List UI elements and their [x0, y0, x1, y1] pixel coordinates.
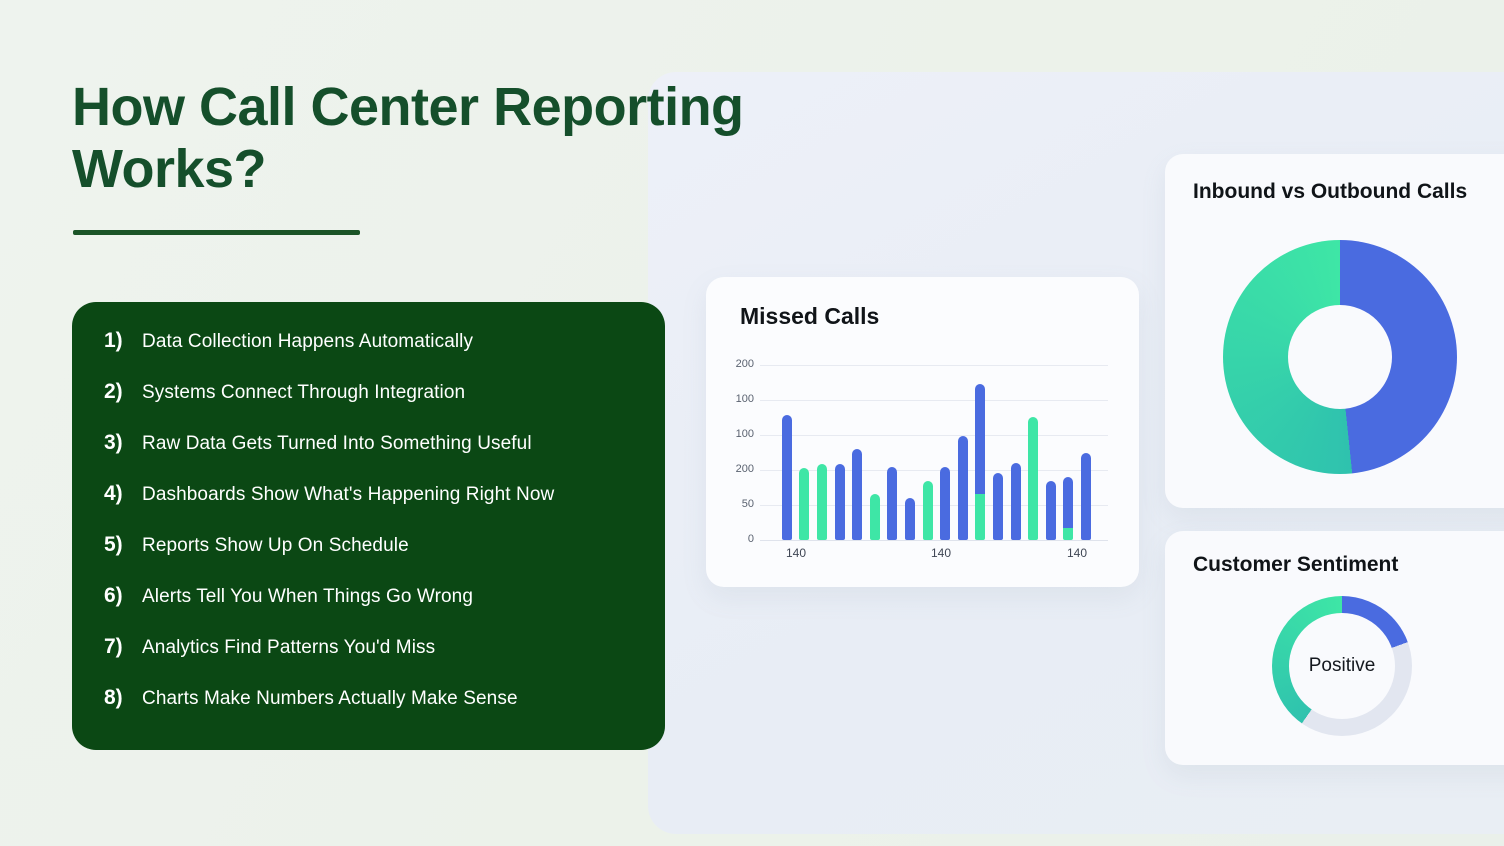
y-tick-label: 0: [747, 533, 754, 545]
y-tick-label: 50: [741, 498, 754, 510]
bar-segment-green: [816, 464, 827, 540]
bar: [869, 493, 880, 540]
bar: [1080, 453, 1091, 540]
step-number: 5): [104, 533, 123, 556]
gridline: [760, 505, 1108, 506]
bar-segment-green: [799, 467, 810, 540]
inbound-outbound-title: Inbound vs Outbound Calls: [1193, 180, 1468, 203]
step-number: 7): [104, 635, 123, 658]
inbound-outbound-card: Inbound vs Outbound Calls: [1165, 154, 1504, 508]
bar-segment-green: [1063, 528, 1074, 540]
step-item-5: 5) Reports Show Up On Schedule: [104, 533, 645, 584]
y-tick-label: 200: [735, 358, 754, 370]
page-title-line1: How Call Center Reporting: [72, 77, 744, 137]
bar: [975, 383, 986, 540]
bar-segment-blue: [887, 467, 898, 540]
gridline: [760, 365, 1108, 366]
bar: [852, 449, 863, 540]
bar-segment-green: [975, 493, 986, 540]
bar: [781, 414, 792, 540]
bar: [834, 464, 845, 540]
step-number: 8): [104, 686, 123, 709]
x-tick-label: 140: [785, 546, 807, 560]
step-number: 2): [104, 380, 123, 403]
step-label: Reports Show Up On Schedule: [142, 535, 409, 556]
missed-calls-card: Missed Calls 200 100 100 200 50 0 140 140 140: [706, 277, 1139, 587]
x-tick-label: 140: [1066, 546, 1088, 560]
customer-sentiment-title: Customer Sentiment: [1193, 553, 1399, 576]
gridline: [760, 435, 1108, 436]
bar-segment-green: [869, 493, 880, 540]
step-number: 6): [104, 584, 123, 607]
bar: [799, 467, 810, 540]
gridline: [760, 400, 1108, 401]
y-tick-label: 100: [735, 393, 754, 405]
bar: [1010, 463, 1021, 540]
step-label: Alerts Tell You When Things Go Wrong: [142, 586, 474, 607]
bar: [922, 481, 933, 540]
missed-calls-title: Missed Calls: [740, 303, 880, 329]
bar-segment-blue: [992, 472, 1003, 540]
page-title: How Call Center Reporting Works?: [72, 76, 744, 200]
customer-sentiment-card: Customer Sentiment Positive: [1165, 531, 1504, 765]
bar-segment-blue: [957, 435, 968, 540]
step-item-7: 7) Analytics Find Patterns You'd Miss: [104, 635, 645, 686]
bar-segment-blue: [1080, 453, 1091, 540]
bar: [1063, 477, 1074, 540]
step-number: 3): [104, 431, 123, 454]
inbound-outbound-donut-hole: [1288, 305, 1392, 409]
x-tick-label: 140: [930, 546, 952, 560]
gridline: [760, 540, 1108, 541]
bar-segment-blue: [1010, 463, 1021, 540]
bar-segment-blue: [834, 464, 845, 540]
step-item-3: 3) Raw Data Gets Turned Into Something U…: [104, 431, 645, 482]
sentiment-ring-hole: Positive: [1289, 613, 1395, 719]
y-tick-label: 200: [735, 463, 754, 475]
sentiment-center-label: Positive: [1308, 655, 1376, 676]
bar: [816, 464, 827, 540]
bar-segment-green: [922, 481, 933, 540]
step-item-6: 6) Alerts Tell You When Things Go Wrong: [104, 584, 645, 635]
y-tick-label: 100: [735, 428, 754, 440]
missed-calls-plot: [760, 365, 1108, 541]
step-label: Analytics Find Patterns You'd Miss: [142, 637, 436, 658]
step-label: Systems Connect Through Integration: [142, 382, 466, 403]
bar-segment-blue: [904, 498, 915, 540]
step-item-4: 4) Dashboards Show What's Happening Righ…: [104, 482, 645, 533]
bar-segment-blue: [1045, 481, 1056, 540]
bar: [940, 467, 951, 540]
bar: [992, 472, 1003, 540]
bar: [904, 498, 915, 540]
step-item-1: 1) Data Collection Happens Automatically: [104, 329, 645, 380]
step-label: Data Collection Happens Automatically: [142, 331, 474, 352]
step-number: 1): [104, 329, 123, 352]
bar: [1028, 416, 1039, 540]
step-label: Raw Data Gets Turned Into Something Usef…: [142, 433, 532, 454]
gridline: [760, 470, 1108, 471]
bar: [1045, 481, 1056, 540]
page-title-line2: Works?: [72, 139, 267, 199]
bar-segment-green: [1028, 416, 1039, 540]
bar-segment-blue: [940, 467, 951, 540]
step-number: 4): [104, 482, 123, 505]
bar-segment-blue: [975, 383, 986, 494]
title-underline: [73, 230, 360, 235]
bar: [887, 467, 898, 540]
bar-segment-blue: [852, 449, 863, 540]
bar-segment-blue: [781, 414, 792, 540]
step-label: Charts Make Numbers Actually Make Sense: [142, 688, 518, 709]
step-item-2: 2) Systems Connect Through Integration: [104, 380, 645, 431]
step-label: Dashboards Show What's Happening Right N…: [142, 484, 555, 505]
bar-segment-blue: [1063, 477, 1074, 529]
step-item-8: 8) Charts Make Numbers Actually Make Sen…: [104, 686, 645, 737]
steps-card: 1) Data Collection Happens Automatically…: [72, 302, 665, 750]
bar: [957, 435, 968, 540]
